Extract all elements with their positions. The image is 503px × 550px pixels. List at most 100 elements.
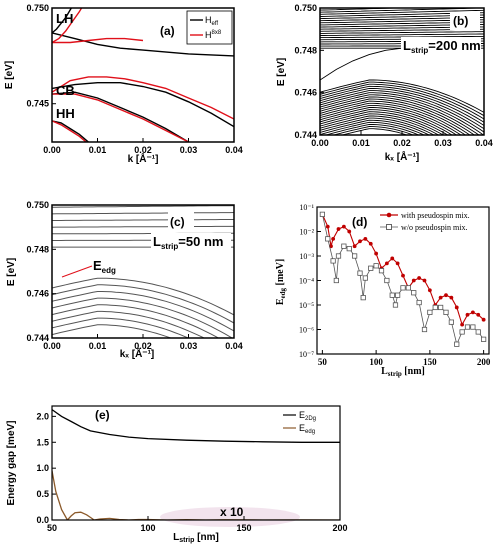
data-point-with-mix (384, 261, 389, 266)
data-point-with-mix (422, 278, 427, 283)
subband-curve (320, 8, 413, 11)
subband-curve (320, 107, 458, 135)
legend-label-e2dg: E2Dg (299, 410, 316, 422)
panel-e-ytick-label: 1.0 (36, 463, 49, 473)
data-point-without-mix (432, 304, 438, 311)
data-point-without-mix (464, 324, 471, 330)
panel-e-ylabel: Energy gap [meV] (6, 420, 17, 505)
data-point-with-mix (417, 276, 422, 280)
data-point-with-mix (363, 236, 368, 241)
subband-curve (324, 123, 420, 135)
subband-curve (52, 219, 234, 221)
panel-d-ytick-label: 10⁻¹ (299, 203, 314, 212)
subband-curve (52, 225, 234, 228)
panel-e-legend: E2Dg Eedg (283, 410, 316, 435)
data-point-without-mix (373, 263, 379, 269)
data-point-without-mix (427, 309, 433, 315)
panel-e-xtick-label: 200 (332, 523, 347, 533)
panel-c-xtick-label: 0.02 (134, 341, 152, 351)
panel-b-xlabel: kₓ [Å⁻¹] (385, 150, 420, 163)
data-point-without-mix (400, 285, 406, 291)
panel-c-curves (52, 205, 234, 338)
band-curve (52, 32, 234, 57)
panel-b-ticks: 0.00 0.01 0.02 0.03 0.04 0.744 0.746 0.748 0.750 (294, 3, 492, 148)
data-point-with-mix (481, 317, 486, 322)
panel-a-legend-box (186, 10, 233, 45)
band-curve (52, 81, 234, 128)
subband-curve (52, 291, 234, 332)
edge-state-curve (320, 47, 403, 81)
panel-c-xtick-label: 0.04 (225, 341, 243, 351)
panel-d: 50 100 150 20010⁻¹10⁻²10⁻³10⁻⁴10⁻⁵10⁻⁶10⁻⁷ … (275, 203, 491, 378)
panel-b-annotation-bg (401, 37, 481, 57)
legend-label-h8x8: H8x8 (205, 30, 222, 40)
panel-b-xtick-label: 0.00 (311, 138, 329, 148)
panel-a-xtick-label: 0.01 (89, 145, 107, 155)
panel-c-annotation: Lstrip=50 nm (153, 234, 223, 251)
band-curve (52, 93, 189, 142)
data-point-with-mix (358, 239, 362, 244)
subband-curve (320, 87, 484, 126)
panel-b-xtick-label: 0.04 (475, 138, 493, 148)
subband-curve (52, 284, 234, 324)
subband-curve (320, 90, 484, 130)
data-point-without-mix (389, 292, 395, 298)
subband-curve (320, 100, 471, 135)
data-point-with-mix (368, 241, 373, 246)
panel-a-ytick-label: 0.750 (26, 3, 49, 13)
subband-curve (52, 324, 172, 338)
panel-b-label: (b) (453, 14, 468, 28)
panel-d-ytick-label: 10⁻⁶ (299, 326, 314, 335)
panel-e-xtick-label: 150 (236, 523, 251, 533)
subband-curve (320, 109, 453, 135)
data-point-without-mix (333, 277, 339, 284)
data-point-with-mix (465, 312, 470, 317)
legend-marker-with-mix (386, 212, 392, 218)
panel-e-ytick-label: 0.0 (36, 515, 49, 525)
subband-curve (320, 113, 445, 135)
panel-d-xtick-label: 150 (423, 357, 437, 367)
data-point-without-mix (384, 277, 390, 284)
band-label-cb: CB (56, 83, 75, 98)
panel-d-xtick-label: 200 (477, 357, 491, 367)
data-point-without-mix (330, 258, 336, 264)
panel-a-xlabel: k [Å⁻¹] (128, 152, 159, 165)
panel-b-ylabel: E [eV] (276, 58, 287, 86)
panel-c-xtick-label: 0.01 (89, 341, 107, 351)
panel-c-xtick-label: 0.00 (43, 341, 61, 351)
data-point-with-mix (476, 312, 481, 317)
panel-b-ytick-label: 0.744 (294, 130, 317, 140)
data-point-without-mix (470, 324, 476, 330)
data-point-with-mix (331, 236, 336, 241)
panel-c-label-bg (168, 212, 194, 230)
subband-curve (52, 212, 234, 215)
data-point-with-mix (347, 229, 352, 234)
panel-b-ytick-label: 0.748 (294, 45, 317, 55)
subband-curve (320, 31, 484, 34)
panel-d-xtick-label: 100 (369, 357, 383, 367)
data-point-with-mix (352, 244, 357, 249)
panel-e-label: (e) (95, 408, 110, 422)
panel-d-ticks: 50 100 150 200 10⁻¹ 10⁻² 10⁻³ 10⁻⁴ 10⁻⁵ 10⁻⁶ 10⁻⁷ (299, 203, 491, 367)
data-point-with-mix (454, 305, 459, 310)
panel-a-xtick-label: 0.02 (134, 145, 152, 155)
panel-c-ticks: 0.00 0.01 0.02 0.03 0.04 0.744 0.746 0.748 0.750 (26, 200, 242, 351)
data-point-without-mix (341, 243, 347, 249)
panel-d-ytick-label: 10⁻³ (299, 252, 314, 261)
subband-curve (320, 111, 449, 135)
panel-e-ytick-label: 2.0 (36, 411, 49, 421)
data-point-without-mix (360, 295, 366, 301)
panel-b-xtick-label: 0.03 (434, 138, 452, 148)
subband-curve (320, 96, 480, 135)
legend-label-with-mix: with pseudospin mix. (401, 211, 470, 220)
panel-b: 0.00 0.01 0.02 0.03 0.04 0.744 0.746 0.748 0.750… (276, 3, 493, 163)
data-point-with-mix (374, 251, 379, 256)
panel-c: 0.00 0.01 0.02 0.03 0.04 0.744 0.746 0.748 0.750… (6, 200, 243, 360)
panel-e-xtick-label: 50 (47, 523, 57, 533)
data-point-without-mix (416, 299, 422, 306)
panel-c-ylabel: E [eV] (6, 258, 17, 286)
subband-curve (320, 117, 435, 135)
data-point-with-mix (395, 261, 400, 266)
data-point-with-mix (325, 224, 330, 229)
